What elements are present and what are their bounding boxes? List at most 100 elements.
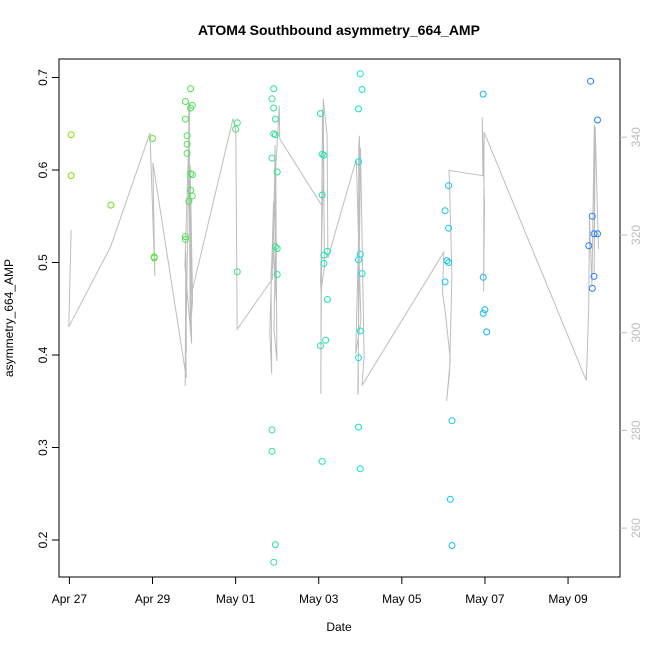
data-point [323,296,331,303]
data-point [356,70,364,78]
data-point [479,309,487,317]
right-y-axis: 260 280 300 320 340 [620,127,643,538]
data-point [446,495,454,503]
y-axis-label: asymmetry_664_AMP [2,259,16,377]
data-point [479,90,487,98]
data-point [271,243,279,251]
right-y-tick-label: 300 [629,322,643,342]
data-point [149,135,156,142]
data-point [67,172,75,180]
data-point [320,151,328,159]
point-series [67,70,601,566]
data-point [590,272,598,280]
x-tick-label: Apr 27 [52,592,88,606]
plot-frame [58,58,621,578]
data-point [183,132,191,140]
data-point [322,336,330,344]
data-point [448,417,456,425]
data-point [183,149,191,157]
data-point [594,230,601,238]
data-point [273,271,281,278]
data-point [270,85,278,93]
x-tick-label: May 09 [548,592,588,606]
data-point [183,140,191,148]
data-point [271,115,279,123]
data-point [181,235,189,243]
data-point [358,86,366,93]
right-y-tick-label: 280 [629,420,643,440]
x-tick-label: May 05 [382,592,422,606]
data-point [318,457,326,465]
data-point [320,251,328,259]
data-point [181,115,189,123]
data-point [268,95,276,103]
y-axis: 0.2 0.3 0.4 0.5 0.6 0.7 [36,69,59,548]
data-point [443,257,451,265]
y-tick-label: 0.3 [36,439,50,456]
x-tick-label: May 01 [216,592,256,606]
data-point [355,256,362,264]
data-point [187,85,195,93]
data-point [188,192,196,200]
data-point [317,110,324,118]
data-point [355,354,362,362]
data-point [271,541,279,549]
data-point [445,182,453,190]
x-tick-label: May 03 [299,592,339,606]
data-point [441,278,449,286]
data-point [323,247,331,255]
data-point [483,328,491,336]
right-y-tick-label: 260 [629,518,643,538]
data-point [270,558,278,566]
data-point [356,327,364,335]
x-axis-label: Date [326,620,352,634]
data-point [479,273,487,281]
data-point [358,270,366,278]
data-point [67,131,75,139]
data-point [587,77,595,85]
chart-title: ATOM4 Southbound asymmetry_664_AMP [198,22,480,38]
right-y-tick-label: 320 [629,225,643,245]
data-point [590,230,598,238]
data-point [268,447,276,455]
y-tick-label: 0.2 [36,531,50,548]
data-point [588,212,596,220]
data-point [181,233,189,241]
data-point [318,191,326,199]
data-point [355,423,362,431]
data-point [355,158,362,166]
data-point [270,104,278,112]
series-line [68,98,599,402]
right-y-tick-label: 340 [629,127,643,147]
data-point [233,268,241,276]
data-point [185,197,193,205]
line-series [68,98,599,402]
data-point [445,259,453,266]
data-point [232,125,240,133]
data-point [355,105,362,113]
data-point [481,306,489,314]
x-tick-label: Apr 29 [135,592,171,606]
data-point [150,254,158,262]
data-point [273,168,281,176]
x-axis: Apr 27 Apr 29 May 01 May 03 May 05 May 07 May … [52,577,588,606]
data-point [585,242,593,250]
data-point [594,116,601,124]
data-point [107,201,115,209]
y-tick-label: 0.6 [36,161,50,178]
data-point [188,101,196,109]
data-point [588,284,596,292]
y-tick-label: 0.4 [36,346,50,363]
data-point [181,98,189,105]
data-point [441,207,449,215]
y-tick-label: 0.5 [36,254,50,271]
data-point [445,224,453,232]
data-point [356,465,364,473]
y-tick-label: 0.7 [36,69,50,86]
x-tick-label: May 07 [465,592,505,606]
data-point [317,342,324,350]
data-point [233,119,241,127]
data-point [268,426,276,434]
data-point [268,154,276,162]
